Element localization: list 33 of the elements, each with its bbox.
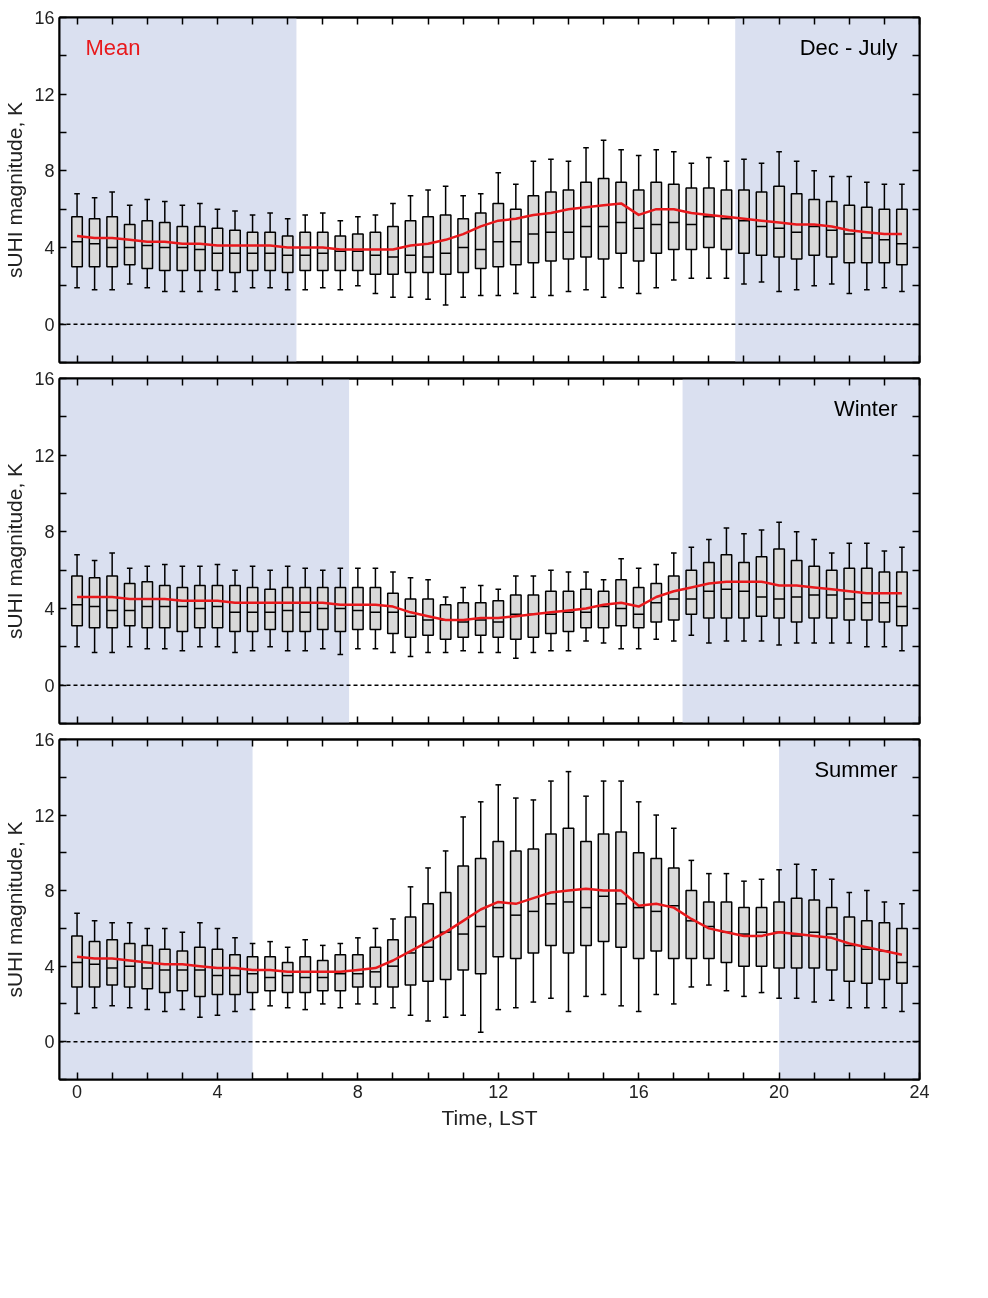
x-tick-label: 16 (628, 1081, 649, 1102)
y-tick-label: 16 (34, 369, 55, 389)
y-axis-title: sUHI magnitude, K (3, 462, 27, 640)
y-tick-label: 4 (44, 956, 55, 977)
y-tick-label: 12 (34, 84, 55, 105)
x-tick-label: 4 (212, 1081, 223, 1102)
y-axis-title: sUHI magnitude, K (3, 101, 27, 279)
y-tick-label: 4 (44, 238, 55, 258)
y-tick-label: 16 (34, 8, 55, 28)
y-tick-label: 8 (44, 522, 55, 543)
x-axis-title: Time, LST (441, 1105, 538, 1129)
line-series (75, 202, 904, 251)
annotation: Winter (833, 395, 898, 421)
line-series (75, 887, 904, 974)
annotation: Dec - July (799, 34, 898, 60)
y-tick-label: 0 (44, 314, 55, 335)
x-tick-label: 0 (72, 1081, 83, 1102)
line-series (75, 580, 904, 622)
x-tick-label: 20 (769, 1081, 790, 1102)
y-tick-label: 0 (44, 675, 55, 696)
x-tick-label: 12 (488, 1081, 509, 1102)
y-axis-title: sUHI magnitude, K (3, 821, 27, 998)
x-tick-label: 8 (352, 1081, 363, 1102)
y-tick-label: 0 (44, 1032, 55, 1053)
y-tick-label: 12 (34, 805, 55, 826)
x-tick-label: 24 (909, 1081, 930, 1102)
y-tick-label: 4 (44, 599, 55, 619)
y-tick-label: 12 (34, 445, 55, 466)
y-tick-label: 8 (44, 161, 55, 182)
y-tick-label: 16 (34, 730, 55, 750)
annotation: Summer (814, 756, 898, 782)
y-tick-label: 8 (44, 881, 55, 902)
text: Mean (85, 34, 141, 60)
